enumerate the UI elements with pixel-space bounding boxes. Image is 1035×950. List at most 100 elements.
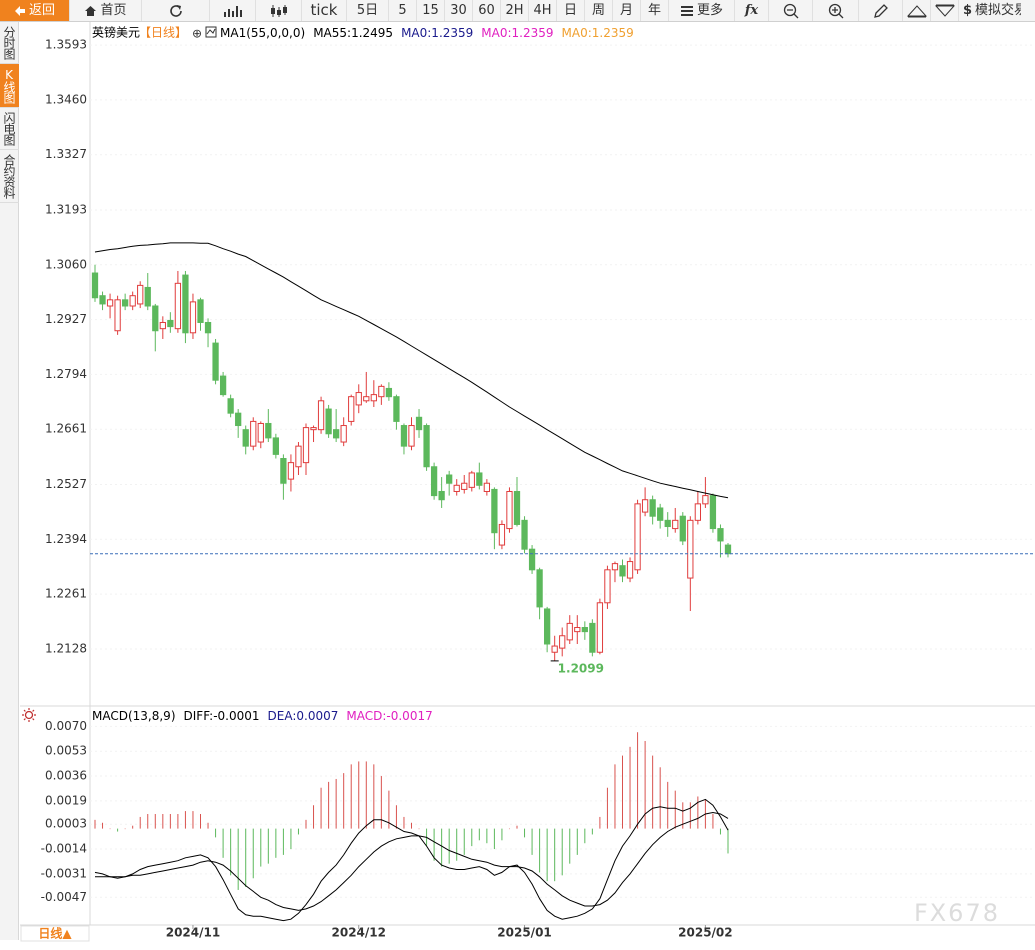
button-label: 年	[647, 3, 661, 18]
sidebar-tab[interactable]: K线图	[0, 64, 19, 108]
candle-body	[302, 427, 310, 464]
icon: $	[963, 3, 973, 18]
period-button[interactable]: 4H	[529, 0, 557, 21]
button-label: 5	[398, 3, 407, 18]
icon	[934, 4, 955, 17]
watermark: FX678	[914, 899, 1000, 927]
candle-body	[122, 299, 129, 307]
candle-body	[235, 412, 242, 427]
period-button[interactable]: 周	[585, 0, 613, 21]
y-tick-label: 1.2261	[45, 587, 87, 601]
period-button[interactable]: 月	[613, 0, 641, 21]
macd-bar	[177, 814, 179, 829]
candle-body	[596, 602, 604, 653]
candle-body	[317, 400, 325, 431]
y-tick-label: -0.0047	[41, 890, 87, 904]
down-button[interactable]	[931, 0, 959, 21]
macd-diff-line	[94, 798, 729, 922]
icon	[783, 3, 798, 18]
macd-bar	[622, 755, 623, 829]
sidebar-tab[interactable]: 分时图	[0, 22, 19, 64]
candle-body	[724, 544, 732, 555]
home-button[interactable]: 首页	[70, 0, 142, 21]
period-button[interactable]: 2H	[501, 0, 529, 21]
period-button[interactable]: 日	[557, 0, 585, 21]
period-button[interactable]: 年	[641, 0, 669, 21]
candle-body	[189, 301, 197, 334]
more-button[interactable]: 更多	[669, 0, 735, 21]
candle-body	[679, 515, 686, 542]
macd-bar	[94, 819, 96, 829]
macd-bar	[237, 828, 239, 890]
candle-body	[219, 375, 227, 396]
y-tick-label: 0.0003	[45, 817, 87, 831]
candle-body	[446, 474, 453, 484]
candle-body	[325, 408, 332, 435]
macd-bar	[561, 828, 563, 876]
period-button[interactable]: 30	[445, 0, 473, 21]
macd-bar	[267, 828, 269, 864]
macd-bar	[169, 814, 171, 829]
settings-icon[interactable]	[22, 708, 36, 722]
macd-bar	[117, 828, 119, 832]
button-label: tick	[310, 1, 338, 19]
candle-body	[174, 282, 182, 330]
chart-type-button[interactable]	[210, 0, 256, 21]
period-button[interactable]: 5	[389, 0, 417, 21]
candle-body	[559, 635, 566, 649]
candle-body	[385, 387, 393, 398]
candle-body	[649, 499, 656, 517]
up-button[interactable]	[903, 0, 931, 21]
candle-body	[393, 396, 400, 422]
macd-bar	[576, 828, 578, 855]
icon	[828, 3, 843, 18]
legend-entry: DEA:0.0007	[268, 709, 339, 723]
macd-bar	[230, 828, 232, 876]
period-button[interactable]: 15	[417, 0, 445, 21]
toolbar: 返回 首页 tick 5日 5 15 30 60 2H 4H 日 周 月 年 更…	[0, 0, 1035, 22]
macd-bar	[192, 811, 194, 829]
sidebar-tab[interactable]: 闪电图	[0, 108, 19, 150]
macd-bar	[682, 802, 684, 829]
macd-bar	[365, 761, 367, 829]
demo-trade-button[interactable]: $ 模拟交易	[959, 0, 1021, 21]
candle-body	[415, 416, 423, 431]
back-button[interactable]: 返回	[0, 0, 70, 21]
period-button[interactable]: tick	[302, 0, 347, 21]
candle-body	[498, 523, 506, 546]
macd-bar	[411, 822, 412, 829]
sidebar-tab[interactable]: 合约资料	[0, 150, 19, 203]
candle-body	[506, 490, 513, 530]
candle-body	[129, 295, 136, 307]
macd-bar	[124, 828, 126, 830]
formula-button[interactable]: fx	[735, 0, 769, 21]
candle-type-button[interactable]	[256, 0, 302, 21]
period-button[interactable]: 60	[473, 0, 501, 21]
candle-body	[574, 627, 581, 633]
macd-bar	[659, 767, 661, 829]
y-tick-label: 1.3593	[45, 38, 87, 52]
macd-bar	[313, 805, 315, 829]
macd-bar	[260, 828, 262, 867]
candle-body	[694, 503, 701, 521]
draw-button[interactable]	[859, 0, 903, 21]
refresh-button[interactable]	[142, 0, 210, 21]
macd-bar	[652, 755, 654, 829]
x-tick-label: 2025/02	[678, 926, 732, 940]
period-button[interactable]: 5日	[347, 0, 389, 21]
candle-body	[476, 472, 483, 486]
zoom-out-button[interactable]	[769, 0, 813, 21]
y-tick-label: 1.2927	[45, 312, 87, 326]
candle-body	[204, 321, 212, 334]
zoom-in-button[interactable]	[813, 0, 859, 21]
macd-bar	[531, 828, 533, 855]
candle-body	[687, 519, 694, 579]
period-button[interactable]	[20, 925, 90, 942]
candle-body	[536, 569, 543, 608]
candle-body	[363, 396, 370, 402]
candle-body	[310, 427, 317, 431]
period-button-label[interactable]: 日线▲	[38, 926, 72, 941]
candle-body	[152, 305, 159, 332]
candle-body	[340, 425, 347, 443]
